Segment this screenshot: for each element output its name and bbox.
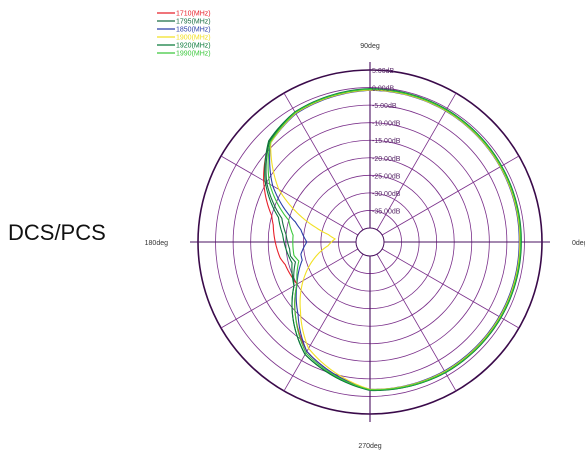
legend-label: 1990(MHz) (176, 51, 211, 58)
grid-spoke (283, 92, 364, 231)
angle-tick-labels: 0deg 90deg 180deg 270deg (145, 43, 585, 450)
angle-tick-label: 0deg (572, 240, 585, 247)
legend-label: 1920(MHz) (176, 43, 211, 50)
series-line-4 (264, 88, 522, 391)
radial-tick-label: -10.00dB (372, 121, 401, 128)
radial-tick-label: 5.00dB (372, 68, 395, 75)
legend-label: 1850(MHz) (176, 27, 211, 34)
series-line-5 (267, 88, 522, 391)
radial-tick-labels: 5.00dB 0.00dB -5.00dB -10.00dB -15.00dB -20.0… (372, 68, 401, 215)
radial-tick-label: -5.00dB (372, 103, 397, 110)
legend-label: 1900(MHz) (176, 35, 211, 42)
grid-spoke (381, 248, 520, 329)
radial-tick-label: -35.00dB (372, 208, 401, 215)
radial-tick-label: 0.00dB (372, 86, 395, 93)
legend-label: 1710(MHz) (176, 11, 211, 18)
angle-tick-label: 90deg (360, 43, 380, 50)
grid-spoke (283, 253, 364, 392)
radial-tick-label: -15.00dB (372, 138, 401, 145)
grid-spoke (376, 253, 457, 392)
grid-spoke (376, 92, 457, 231)
angle-tick-label: 270deg (358, 443, 381, 450)
grid-spoke (381, 155, 520, 236)
series-line-3 (270, 89, 521, 391)
legend: 1710(MHz)1795(MHz)1850(MHz)1900(MHz)1920… (157, 11, 211, 58)
legend-label: 1795(MHz) (176, 19, 211, 26)
radial-tick-label: -20.00dB (372, 156, 401, 163)
center-hub (355, 227, 385, 257)
grid-spoke (220, 155, 359, 236)
hub-circle (355, 227, 385, 257)
band-label: DCS/PCS (8, 220, 106, 245)
radial-tick-label: -30.00dB (372, 191, 401, 198)
grid-spoke (220, 248, 359, 329)
radial-tick-label: -25.00dB (372, 173, 401, 180)
series-layer (263, 88, 522, 392)
angle-tick-label: 180deg (145, 240, 168, 247)
